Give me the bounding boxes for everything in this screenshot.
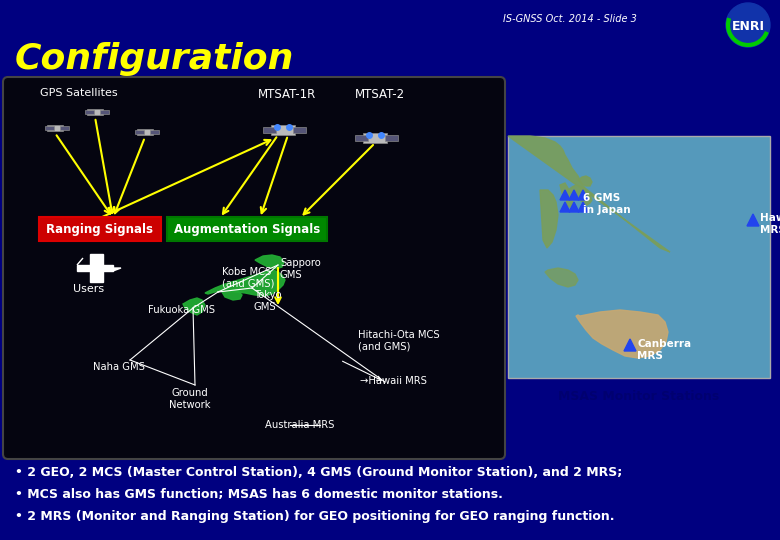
FancyBboxPatch shape <box>47 125 63 131</box>
Polygon shape <box>566 199 573 207</box>
Polygon shape <box>205 270 285 296</box>
Text: MTSAT-2: MTSAT-2 <box>355 88 405 101</box>
Polygon shape <box>576 310 668 358</box>
Text: MSAS Monitor Stations: MSAS Monitor Stations <box>558 390 720 403</box>
FancyBboxPatch shape <box>3 77 505 459</box>
Text: • 2 GEO, 2 MCS (Master Control Station), 4 GMS (Ground Monitor Station), and 2 M: • 2 GEO, 2 MCS (Master Control Station),… <box>15 466 622 479</box>
Text: Hawaii
MRS: Hawaii MRS <box>760 213 780 234</box>
Polygon shape <box>183 298 205 315</box>
FancyBboxPatch shape <box>39 217 161 241</box>
Text: Users: Users <box>73 284 104 294</box>
Polygon shape <box>222 290 242 300</box>
FancyBboxPatch shape <box>271 125 295 135</box>
Text: Ground
Network: Ground Network <box>169 388 211 410</box>
FancyBboxPatch shape <box>508 136 770 378</box>
Text: 6 GMS
in Japan: 6 GMS in Japan <box>583 193 630 214</box>
FancyBboxPatch shape <box>150 130 159 134</box>
Text: MTSAT-1R: MTSAT-1R <box>258 88 316 101</box>
Text: Australia MRS: Australia MRS <box>265 420 335 430</box>
Polygon shape <box>578 176 592 186</box>
Polygon shape <box>90 254 103 265</box>
Text: →Hawaii MRS: →Hawaii MRS <box>360 376 427 386</box>
Polygon shape <box>560 183 570 200</box>
Polygon shape <box>560 202 570 212</box>
Polygon shape <box>90 271 103 282</box>
Polygon shape <box>624 339 636 351</box>
FancyBboxPatch shape <box>293 127 307 133</box>
Text: ENRI: ENRI <box>732 19 764 32</box>
Polygon shape <box>77 265 113 271</box>
Text: GPS Satellites: GPS Satellites <box>40 88 118 98</box>
FancyBboxPatch shape <box>45 126 55 130</box>
Text: • 2 MRS (Monitor and Ranging Station) for GEO positioning for GEO ranging functi: • 2 MRS (Monitor and Ranging Station) fo… <box>15 510 615 523</box>
FancyBboxPatch shape <box>363 133 387 143</box>
FancyBboxPatch shape <box>167 217 327 241</box>
FancyBboxPatch shape <box>60 126 69 130</box>
Text: Ranging Signals: Ranging Signals <box>47 222 154 235</box>
Polygon shape <box>255 255 284 269</box>
FancyBboxPatch shape <box>100 110 109 114</box>
Polygon shape <box>747 214 759 226</box>
Polygon shape <box>545 268 578 287</box>
Text: Fukuoka GMS: Fukuoka GMS <box>148 305 215 315</box>
Text: Canberra
MRS: Canberra MRS <box>637 339 691 361</box>
Polygon shape <box>508 136 670 252</box>
FancyBboxPatch shape <box>385 135 399 141</box>
Text: Augmentation Signals: Augmentation Signals <box>174 222 320 235</box>
Text: Naha GMS: Naha GMS <box>93 362 145 372</box>
Polygon shape <box>113 268 121 271</box>
FancyBboxPatch shape <box>263 127 276 133</box>
Polygon shape <box>77 258 83 265</box>
Polygon shape <box>569 202 579 212</box>
Polygon shape <box>569 190 579 200</box>
FancyBboxPatch shape <box>136 130 144 134</box>
Text: Tokyo
GMS: Tokyo GMS <box>254 290 282 312</box>
Text: Hitachi-Ota MCS
(and GMS): Hitachi-Ota MCS (and GMS) <box>358 330 440 352</box>
Polygon shape <box>578 202 588 212</box>
Circle shape <box>726 3 770 47</box>
Polygon shape <box>568 185 592 205</box>
Polygon shape <box>578 190 588 200</box>
FancyBboxPatch shape <box>87 109 103 116</box>
FancyBboxPatch shape <box>136 129 153 136</box>
Text: • MCS also has GMS function; MSAS has 6 domestic monitor stations.: • MCS also has GMS function; MSAS has 6 … <box>15 488 503 501</box>
Polygon shape <box>540 190 558 248</box>
Text: Sapporo
GMS: Sapporo GMS <box>280 258 321 280</box>
Text: Configuration: Configuration <box>15 42 294 76</box>
Text: IS-GNSS Oct. 2014 - Slide 3: IS-GNSS Oct. 2014 - Slide 3 <box>503 14 637 24</box>
Polygon shape <box>560 190 570 200</box>
FancyBboxPatch shape <box>355 135 368 141</box>
FancyBboxPatch shape <box>86 110 94 114</box>
Text: Kobe MCS
(and GMS): Kobe MCS (and GMS) <box>222 267 275 289</box>
